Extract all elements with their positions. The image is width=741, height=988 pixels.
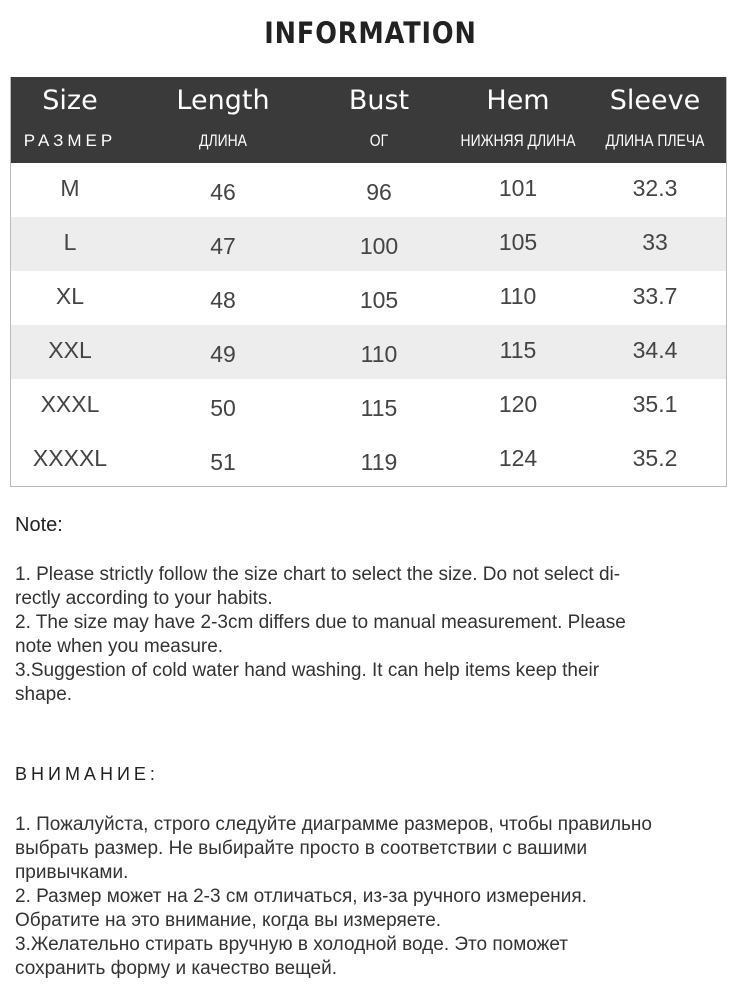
note-line: rectly according to your habits. bbox=[15, 588, 273, 609]
table-cell: 110 bbox=[499, 283, 537, 309]
header-ru: ДЛИНА ПЛЕЧА bbox=[605, 131, 705, 150]
table-cell: M bbox=[60, 175, 80, 201]
table-cell: 100 bbox=[359, 233, 399, 259]
table-row: L 47 100 105 33 bbox=[11, 217, 726, 271]
table-cell: 105 bbox=[498, 229, 538, 255]
header-ru: ОГ bbox=[369, 131, 389, 150]
note-line: 1. Please strictly follow the size chart… bbox=[15, 564, 621, 585]
header-en: Size bbox=[42, 85, 98, 116]
note-line: 3.Желательно стирать вручную в холодной … bbox=[15, 934, 569, 955]
table-cell: 34.4 bbox=[632, 337, 678, 363]
table-cell: 124 bbox=[498, 445, 538, 471]
table-cell: XXXL bbox=[40, 391, 100, 417]
note-line: привычками. bbox=[15, 862, 129, 883]
table-cell: 51 bbox=[210, 449, 236, 475]
table-cell: 49 bbox=[210, 341, 236, 367]
table-row: XL 48 105 110 33.7 bbox=[11, 271, 726, 325]
table-cell: 46 bbox=[210, 179, 236, 205]
table-row: XXL 49 110 115 34.4 bbox=[11, 325, 726, 379]
note-line: shape. bbox=[15, 684, 73, 705]
table-header: Size РАЗМЕР Length ДЛИНА Bust ОГ Hem НИЖНЯЯ … bbox=[11, 77, 726, 163]
note-line: Обратите на это внимание, когда вы измер… bbox=[15, 910, 442, 931]
table-cell: 32.3 bbox=[632, 175, 678, 201]
table-cell: 110 bbox=[360, 341, 398, 367]
header-en: Bust bbox=[348, 85, 410, 116]
note-heading: Note: bbox=[15, 514, 63, 536]
note-ru-text: 1. Пожалуйста, строго следуйте диаграмме… bbox=[15, 813, 652, 981]
table-cell: 101 bbox=[498, 175, 538, 201]
note-line: 1. Пожалуйста, строго следуйте диаграмме… bbox=[15, 814, 652, 835]
note-line: 2. Размер может на 2-3 см отличаться, из… bbox=[15, 886, 587, 907]
table-cell: 50 bbox=[210, 395, 236, 421]
table-cell: XXL bbox=[48, 337, 92, 363]
table-cell: 33.7 bbox=[632, 283, 678, 309]
table-row: M 46 96 101 32.3 bbox=[11, 163, 726, 217]
header-ru: НИЖНЯЯ ДЛИНА bbox=[460, 131, 576, 150]
note-line: сохранить форму и качество вещей. bbox=[15, 958, 337, 979]
table-cell: 48 bbox=[210, 287, 236, 313]
size-table: Size РАЗМЕР Length ДЛИНА Bust ОГ Hem НИЖНЯЯ … bbox=[10, 77, 727, 487]
note-line: 2. The size may have 2-3cm differs due t… bbox=[15, 612, 626, 633]
header-en: Length bbox=[176, 85, 270, 116]
table-row: XXXL 50 115 120 35.1 bbox=[11, 379, 726, 433]
table-row: XXXXL 51 119 124 35.2 bbox=[11, 433, 726, 487]
header-ru: РАЗМЕР bbox=[23, 131, 117, 150]
note-line: выбрать размер. Не выбирайте просто в со… bbox=[15, 838, 588, 859]
table-cell: XXXXL bbox=[32, 445, 108, 471]
header-en: Hem bbox=[486, 85, 550, 116]
header-en: Sleeve bbox=[609, 85, 701, 116]
note-line: note when you measure. bbox=[15, 636, 224, 657]
note-line: 3.Suggestion of cold water hand washing.… bbox=[15, 660, 600, 681]
note-ru-heading: ВНИМАНИЕ: bbox=[15, 764, 159, 784]
page-title: INFORMATION bbox=[264, 16, 477, 50]
table-cell: XL bbox=[55, 283, 85, 309]
table-cell: 105 bbox=[359, 287, 399, 313]
table-cell: 35.2 bbox=[632, 445, 678, 471]
table-cell: L bbox=[63, 229, 77, 255]
header-ru: ДЛИНА bbox=[199, 131, 247, 150]
table-cell: 35.1 bbox=[632, 391, 678, 417]
table-cell: 119 bbox=[360, 449, 398, 475]
table-cell: 115 bbox=[360, 395, 398, 421]
table-cell: 33 bbox=[642, 229, 668, 255]
table-cell: 120 bbox=[498, 391, 538, 417]
note-text: 1. Please strictly follow the size chart… bbox=[15, 563, 626, 707]
table-cell: 115 bbox=[499, 337, 537, 363]
table-cell: 47 bbox=[210, 233, 236, 259]
table-cell: 96 bbox=[366, 179, 392, 205]
